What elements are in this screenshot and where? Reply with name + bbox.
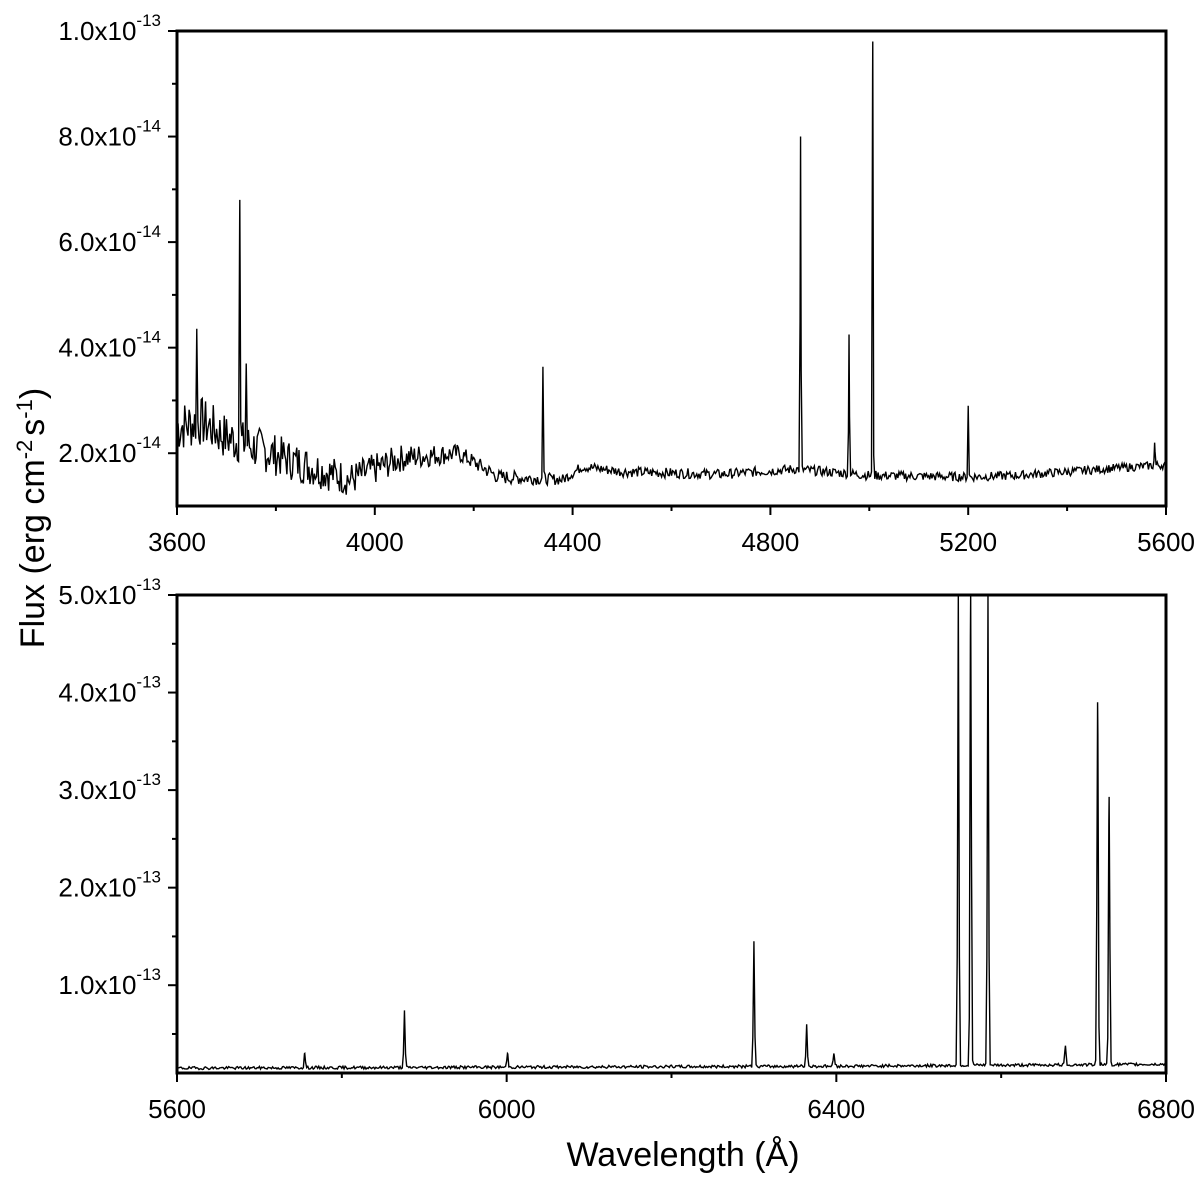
y-tick-label: 1.0x10-13: [58, 965, 161, 1000]
x-tick-label: 5600: [148, 1094, 206, 1124]
x-tick-label: 5200: [939, 527, 997, 557]
y-tick-label: 1.0x10-13: [58, 11, 161, 46]
y-axis-title-end: ): [14, 388, 52, 399]
x-tick-label: 4800: [741, 527, 799, 557]
spectrum-line: [177, 595, 1166, 1071]
x-tick-label: 4000: [346, 527, 404, 557]
bottom-panel: 5600 6000 6400 6800 1.0x10-13 2.0x10-13 3.0x10…: [58, 575, 1195, 1124]
y-tick-label: 5.0x10-13: [58, 575, 161, 610]
y-axis-title-main: Flux (erg cm: [14, 459, 52, 648]
x-tick-label: 6400: [807, 1094, 865, 1124]
y-axis-title-exp2: -1: [12, 399, 37, 419]
x-tick-label: 5600: [1137, 527, 1195, 557]
x-tick-label: 6800: [1137, 1094, 1195, 1124]
y-tick-label: 6.0x10-14: [58, 222, 161, 257]
x-tick-label: 4400: [544, 527, 602, 557]
y-tick-label: 2.0x10-13: [58, 868, 161, 903]
plot-frame: [175, 593, 1168, 1075]
x-axis-title: Wavelength (Å): [566, 1136, 799, 1174]
y-axis-title-mid: s: [14, 419, 52, 436]
x-tick-label: 3600: [148, 527, 206, 557]
y-tick-label: 8.0x10-14: [58, 117, 161, 152]
x-tick-label: 6000: [478, 1094, 536, 1124]
y-tick-label: 2.0x10-14: [58, 433, 161, 468]
y-axis-title: Flux (erg cm-2 s-1): [12, 388, 52, 648]
plot-frame: [175, 29, 1168, 508]
spectrum-line: [177, 41, 1166, 495]
y-axis-title-exp1: -2: [12, 440, 37, 460]
y-tick-label: 4.0x10-13: [58, 673, 161, 708]
y-tick-label: 3.0x10-13: [58, 770, 161, 805]
y-tick-label: 4.0x10-14: [58, 328, 161, 363]
top-panel: 3600 4000 4400 4800 5200 5600 2.0x10-14 4.0x10-…: [58, 11, 1195, 557]
